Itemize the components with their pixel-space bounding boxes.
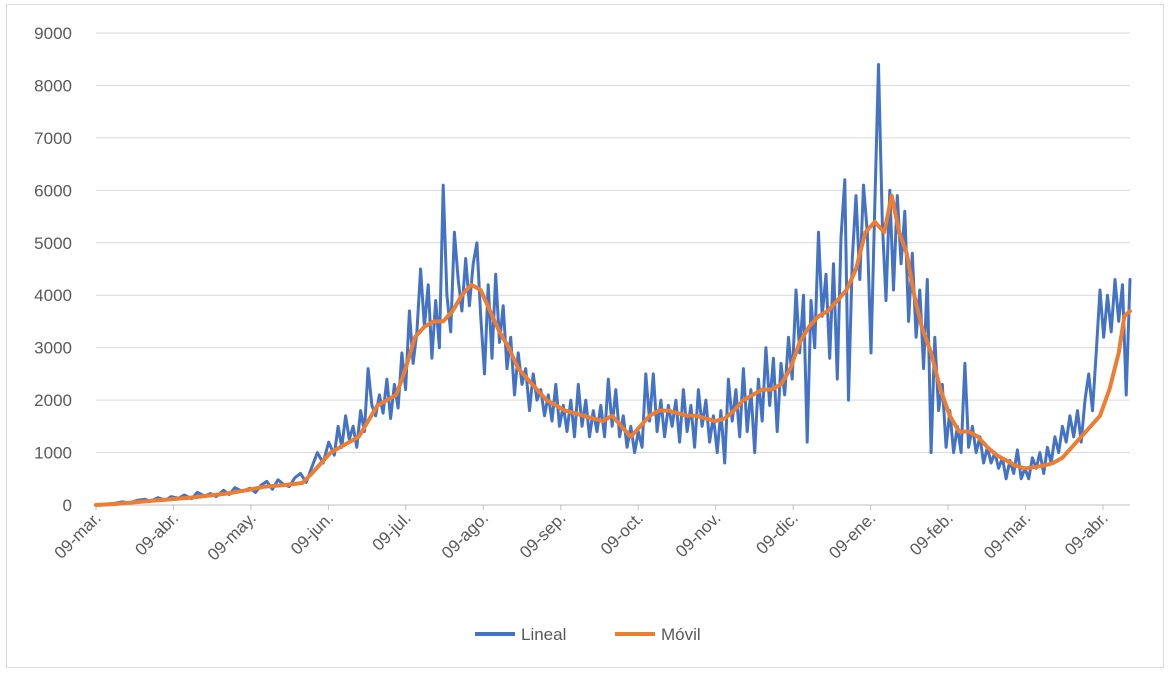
chart-frame xyxy=(6,4,1164,668)
y-tick-label: 9000 xyxy=(34,24,72,43)
legend-label: Lineal xyxy=(521,625,566,644)
x-tick-label: 09-ene. xyxy=(825,508,879,562)
legend: Lineal Móvil xyxy=(475,625,701,644)
y-tick-label: 4000 xyxy=(34,286,72,305)
series-line-lineal xyxy=(94,63,1132,507)
x-axis-ticks: 09-mar. 09-abr. 09-may. 09-jun. 09-jul. 09-ag… xyxy=(51,505,1112,564)
x-tick-label: 09-sep. xyxy=(516,508,570,562)
x-tick-label: 09-mar. xyxy=(51,508,105,562)
x-tick-label: 09-oct. xyxy=(597,508,647,558)
x-tick-label: 09-abr. xyxy=(1061,508,1112,559)
y-tick-label: 5000 xyxy=(34,234,72,253)
y-tick-label: 2000 xyxy=(34,391,72,410)
x-tick-label: 09-jul. xyxy=(368,508,414,554)
y-tick-label: 1000 xyxy=(34,444,72,463)
x-tick-label: 09-may. xyxy=(204,508,260,564)
x-tick-label: 09-ago. xyxy=(438,508,492,562)
x-tick-label: 09-jun. xyxy=(287,508,337,558)
x-tick-label: 09-abr. xyxy=(131,508,182,559)
x-tick-label: 09-nov. xyxy=(672,508,725,561)
x-tick-label: 09-mar. xyxy=(980,508,1034,562)
y-tick-label: 6000 xyxy=(34,181,72,200)
y-tick-label: 3000 xyxy=(34,339,72,358)
y-tick-label: 7000 xyxy=(34,129,72,148)
x-tick-label: 09-dic. xyxy=(752,508,802,558)
legend-label: Móvil xyxy=(661,625,701,644)
series-lines xyxy=(94,63,1132,507)
y-axis-ticks: 0 1000 2000 3000 4000 5000 6000 7000 8000 9000 xyxy=(34,24,72,515)
y-tick-label: 0 xyxy=(63,496,72,515)
x-tick-label: 09-feb. xyxy=(906,508,957,559)
y-tick-label: 8000 xyxy=(34,76,72,95)
gridlines xyxy=(96,32,1130,506)
series-line-movil xyxy=(94,193,1132,507)
